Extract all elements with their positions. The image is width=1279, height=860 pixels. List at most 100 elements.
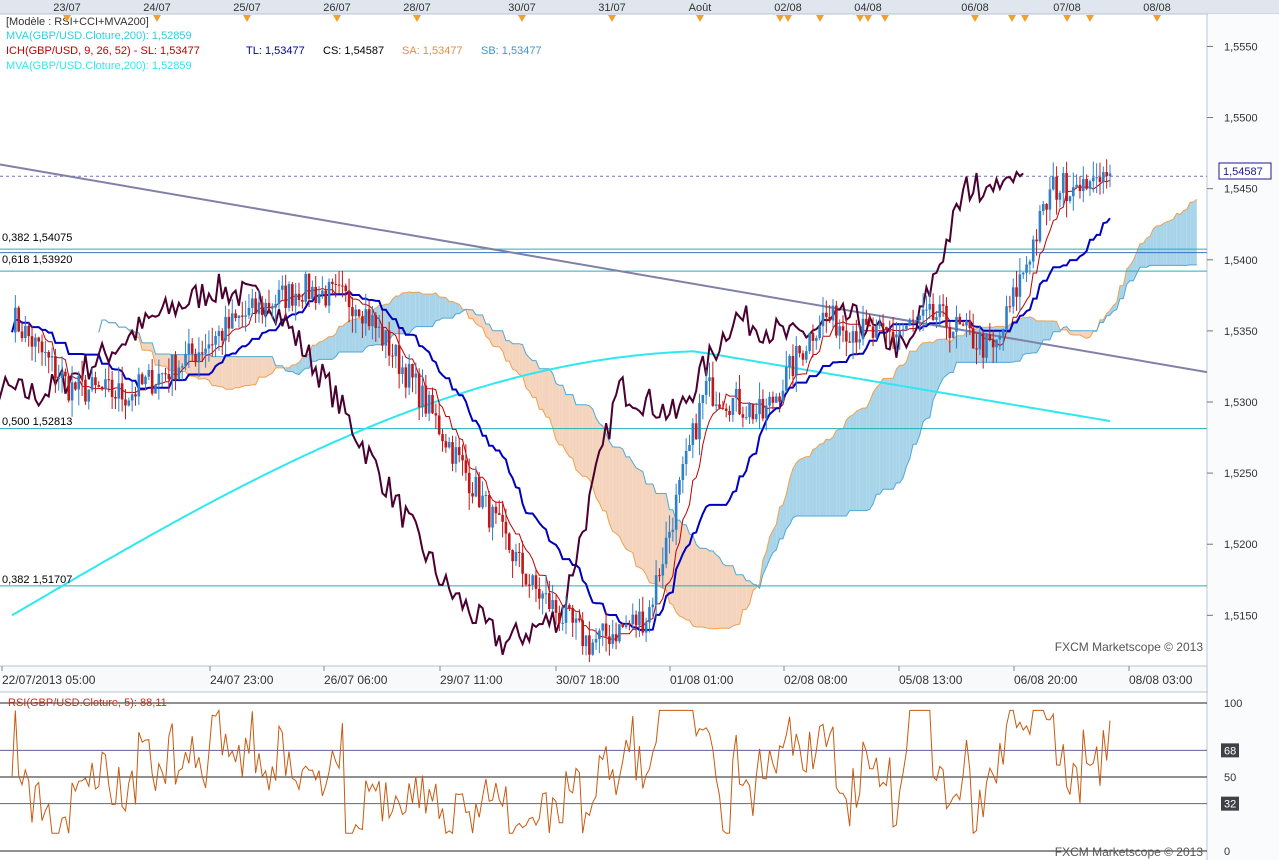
- date-flag-marker[interactable]: [153, 15, 161, 22]
- price-axis[interactable]: [1208, 14, 1279, 860]
- candle-body: [150, 369, 154, 394]
- cloud-segment: [716, 554, 720, 629]
- candle-body: [464, 460, 468, 473]
- cloud-segment: [1053, 321, 1057, 332]
- candle-body: [287, 284, 291, 308]
- event-flag-marker[interactable]: [816, 15, 824, 22]
- candle-body: [517, 551, 521, 553]
- cloud-segment: [1073, 330, 1077, 336]
- candle-body: [808, 333, 811, 352]
- event-flag-marker[interactable]: [1086, 15, 1094, 22]
- date-flag-marker[interactable]: [518, 15, 526, 22]
- candle-body: [110, 379, 114, 397]
- date-flags[interactable]: 23/07 24/07 25/07 26/07 28/07 30/07 31/07 Août 0…: [53, 2, 1171, 22]
- candle-body: [1078, 184, 1082, 192]
- candle-body: [44, 351, 47, 353]
- cloud-segment: [926, 341, 930, 419]
- date-flag-marker[interactable]: [333, 15, 341, 22]
- cloud-segment: [1009, 323, 1014, 363]
- candle-body: [190, 343, 194, 354]
- candle-body: [911, 319, 915, 321]
- candle-body: [708, 377, 711, 382]
- cloud-segment: [1126, 265, 1131, 285]
- date-flag-marker[interactable]: [696, 15, 704, 22]
- date-flag-marker[interactable]: [971, 15, 979, 22]
- fibonacci-levels[interactable]: [0, 248, 1207, 587]
- candle-body: [277, 289, 281, 305]
- candle-body: [294, 293, 297, 306]
- candle-body: [741, 414, 745, 418]
- event-flag-marker[interactable]: [776, 15, 784, 22]
- candle-body: [494, 506, 498, 514]
- candle-body: [985, 334, 988, 358]
- cloud-segment: [832, 430, 837, 516]
- cloud-segment: [485, 323, 490, 340]
- candle-body: [487, 495, 491, 528]
- candle-body: [227, 316, 231, 329]
- cloud-segment: [742, 574, 747, 610]
- rsi-tick-label: 100: [1224, 698, 1242, 710]
- event-flag-marker[interactable]: [1021, 15, 1029, 22]
- cloud-segment: [846, 416, 850, 516]
- candle-body: [871, 326, 875, 338]
- candle-body: [588, 635, 591, 655]
- cloud-segment: [188, 354, 193, 377]
- cloud-segment: [392, 296, 396, 336]
- rsi-panel[interactable]: [0, 702, 1207, 852]
- candle-body: [451, 442, 454, 464]
- candle-body: [1028, 261, 1032, 265]
- date-flag-marker[interactable]: [784, 15, 792, 22]
- cloud-segment: [1123, 269, 1127, 299]
- candle-body: [674, 494, 678, 530]
- event-flag-marker[interactable]: [881, 15, 889, 22]
- candle-body: [344, 285, 348, 292]
- date-flag-marker[interactable]: [864, 15, 872, 22]
- cloud-segment: [1153, 225, 1157, 266]
- cloud-segment: [335, 326, 340, 357]
- cloud-segment: [218, 356, 223, 387]
- date-flag-marker[interactable]: [1153, 15, 1161, 22]
- price-tick-label: 1,5300: [1224, 397, 1258, 409]
- cloud-segment: [429, 294, 433, 327]
- main-price-panel[interactable]: [0, 159, 1207, 663]
- cloud-segment: [802, 456, 807, 516]
- legend-cs: CS: 1,54587: [323, 45, 384, 57]
- cloud-segment: [1146, 236, 1151, 268]
- candle-body: [838, 326, 841, 336]
- indicator-legend[interactable]: [Modèle : RSI+CCI+MVA200] MVA(GBP/USD.Cl…: [6, 16, 542, 72]
- date-flag-marker[interactable]: [1063, 15, 1071, 22]
- rsi-level-box: [1221, 796, 1239, 811]
- legend-tl: TL: 1,53477: [246, 45, 305, 57]
- cloud-segment: [682, 524, 687, 620]
- cloud-segment: [562, 385, 567, 452]
- candle-body: [130, 394, 134, 401]
- cloud-segment: [636, 467, 640, 568]
- candle-body: [50, 356, 54, 358]
- cloud-segment: [245, 356, 249, 386]
- candle-body: [895, 334, 898, 338]
- cloud-segment: [292, 364, 296, 374]
- candle-body: [778, 396, 781, 402]
- legend-ich: ICH(GBP/USD, 9, 26, 52) - SL: 1,53477: [6, 45, 200, 57]
- date-flag-marker[interactable]: [413, 15, 421, 22]
- event-flag-marker[interactable]: [1008, 15, 1016, 22]
- candle-body: [324, 290, 328, 306]
- candle-body: [614, 634, 618, 642]
- trendline[interactable]: [0, 163, 1207, 374]
- event-flag-marker[interactable]: [856, 15, 864, 22]
- watermark-rsi: FXCM Marketscope © 2013: [1055, 845, 1204, 859]
- cloud-segment: [819, 443, 823, 516]
- date-flag-marker[interactable]: [63, 15, 71, 22]
- date-flag-marker[interactable]: [243, 15, 251, 22]
- candle-body: [751, 404, 755, 420]
- cloud-segment: [499, 330, 503, 351]
- date-flag-label: 30/07: [508, 2, 536, 14]
- trendline-line[interactable]: [0, 163, 1207, 374]
- candle-body: [334, 283, 338, 285]
- cloud-segment: [435, 292, 440, 321]
- candle-body: [174, 354, 177, 380]
- candle-body: [875, 325, 878, 338]
- cloud-segment: [155, 354, 159, 366]
- date-flag-marker[interactable]: [608, 15, 616, 22]
